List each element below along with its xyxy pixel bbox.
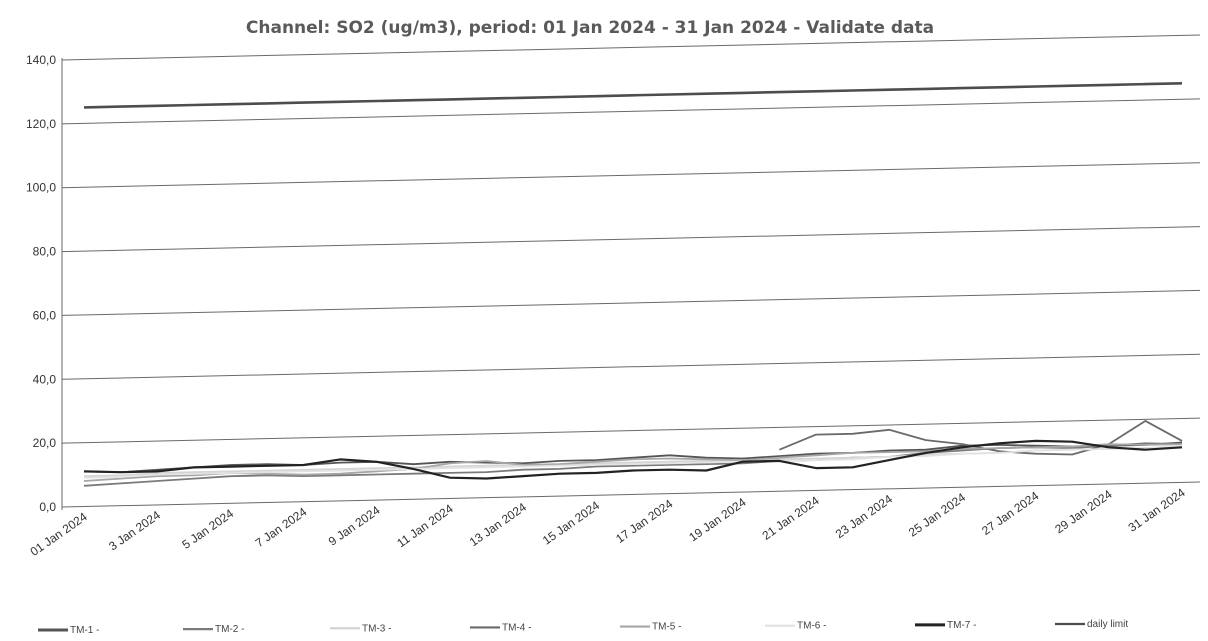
x-tick-label: 13 Jan 2024 <box>467 500 529 550</box>
legend-label: TM-5 - <box>652 622 681 633</box>
gridline <box>61 162 1201 189</box>
x-axis-ticks: 01 Jan 2024 3 Jan 2024 5 Jan 2024 7 Jan 202… <box>28 485 1188 559</box>
gridline <box>61 98 1201 125</box>
y-tick-label: 60,0 <box>33 308 57 322</box>
x-tick-label: 19 Jan 2024 <box>686 495 748 545</box>
y-tick-label: 0,0 <box>39 500 56 514</box>
series-line-1 <box>83 441 1183 474</box>
series-line-8 <box>83 82 1183 109</box>
chart-title: Channel: SO2 (ug/m3), period: 01 Jan 202… <box>245 18 935 38</box>
x-tick-label: 9 Jan 2024 <box>326 503 383 549</box>
gridline <box>61 417 1201 444</box>
x-tick-label: 23 Jan 2024 <box>833 492 895 542</box>
series-line-5 <box>83 443 1183 482</box>
x-tick-label: 21 Jan 2024 <box>760 493 822 543</box>
legend-label: daily limit <box>1087 619 1128 630</box>
series-line-6 <box>83 444 1183 479</box>
gridline <box>61 353 1201 380</box>
y-axis-ticks: 0,0 20,0 40,0 60,0 80,0 100,0 120,0 140,0 <box>26 53 56 514</box>
y-tick-label: 140,0 <box>26 53 56 67</box>
gridline <box>61 289 1201 316</box>
x-tick-label: 29 Jan 2024 <box>1052 487 1114 537</box>
x-tick-label: 31 Jan 2024 <box>1126 485 1188 535</box>
x-tick-label: 01 Jan 2024 <box>28 509 90 559</box>
x-tick-label: 7 Jan 2024 <box>253 504 310 550</box>
x-tick-label: 17 Jan 2024 <box>613 496 675 546</box>
y-tick-label: 80,0 <box>33 245 57 259</box>
legend-label: TM-6 - <box>797 621 826 632</box>
y-tick-label: 40,0 <box>33 372 57 386</box>
y-tick-label: 20,0 <box>33 436 57 450</box>
x-tick-label: 15 Jan 2024 <box>540 498 602 548</box>
gridline <box>61 226 1201 253</box>
y-tick-label: 100,0 <box>26 181 56 195</box>
legend-label: TM-3 - <box>362 623 391 634</box>
legend-label: TM-2 - <box>215 624 244 635</box>
legend-label: TM-7 - <box>947 620 976 631</box>
x-tick-label: 3 Jan 2024 <box>106 508 163 554</box>
legend-label: TM-1 - <box>70 625 99 636</box>
x-tick-label: 25 Jan 2024 <box>906 490 968 540</box>
gridline <box>61 481 1201 508</box>
gridline <box>61 34 1201 61</box>
grid-lines <box>61 34 1201 510</box>
legend: TM-1 - TM-2 - TM-3 - TM-4 - TM-5 - TM-6 - TM-7… <box>38 619 1128 636</box>
legend-label: TM-4 - <box>502 622 531 633</box>
series-lines <box>83 82 1183 487</box>
x-tick-label: 27 Jan 2024 <box>979 488 1041 538</box>
y-tick-label: 120,0 <box>26 117 56 131</box>
x-tick-label: 11 Jan 2024 <box>394 501 456 550</box>
x-tick-label: 5 Jan 2024 <box>179 506 236 552</box>
series-line-7 <box>83 439 1183 480</box>
